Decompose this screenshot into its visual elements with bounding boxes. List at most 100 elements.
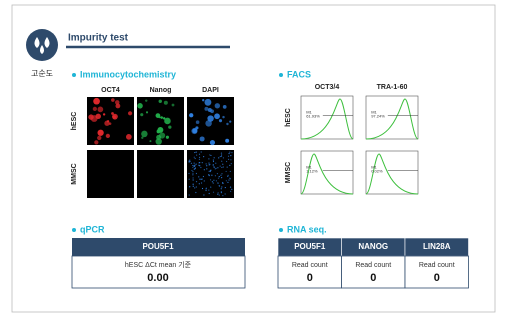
cell <box>221 177 223 179</box>
cell <box>193 162 195 164</box>
cell <box>93 97 100 105</box>
icon-label: 고순도 <box>31 69 53 78</box>
cell <box>210 186 212 188</box>
gate-percent: 61.93% <box>306 114 320 119</box>
cell <box>145 99 148 102</box>
cell <box>104 120 110 126</box>
cell <box>199 165 201 167</box>
cell <box>149 140 152 143</box>
cell <box>192 174 194 176</box>
cell <box>188 172 190 175</box>
section-title: qPCR <box>80 224 105 234</box>
cell <box>214 168 216 170</box>
cell <box>212 191 215 193</box>
cell <box>209 139 216 146</box>
cell <box>195 191 197 194</box>
row-label: hESC <box>71 112 78 131</box>
table-header-text: LIN28A <box>423 242 451 251</box>
cell <box>160 116 164 119</box>
cell <box>227 155 230 157</box>
cell <box>218 157 220 159</box>
cell <box>222 163 224 165</box>
cell <box>228 152 230 155</box>
column-label: TRA-1-60 <box>377 84 408 91</box>
cell <box>94 140 99 145</box>
gate-name: M1 <box>306 164 312 169</box>
cell <box>225 138 230 143</box>
cell <box>195 151 197 153</box>
cell <box>215 162 217 164</box>
cell <box>195 186 197 188</box>
cell <box>226 166 228 168</box>
cell <box>225 180 227 182</box>
table-sub: Read count <box>292 262 328 269</box>
cell <box>192 173 194 175</box>
cell <box>230 159 232 161</box>
cell <box>157 126 164 133</box>
cell <box>199 178 201 180</box>
histogram-plot <box>365 150 419 195</box>
cell <box>165 135 169 139</box>
row-label: MMSC <box>285 162 292 183</box>
row-label: MMSC <box>71 163 78 184</box>
cell <box>209 179 212 181</box>
cell <box>218 194 220 196</box>
cell <box>97 106 104 113</box>
table-value: 0 <box>370 272 376 284</box>
cell <box>198 164 200 166</box>
cell <box>230 190 232 192</box>
cell <box>210 169 212 171</box>
cell <box>203 180 205 182</box>
section-title: RNA seq. <box>287 224 327 234</box>
cell <box>191 169 193 172</box>
cell <box>222 104 227 109</box>
cell <box>220 191 222 193</box>
cell <box>221 166 223 169</box>
gate-name: M1 <box>371 164 377 169</box>
cell <box>195 163 197 165</box>
cell <box>196 154 198 156</box>
cell <box>192 171 194 173</box>
cell <box>217 192 219 194</box>
cell <box>221 173 223 175</box>
cell <box>218 119 223 123</box>
cell <box>188 161 190 163</box>
cell <box>168 125 172 129</box>
cell <box>215 167 217 169</box>
cell <box>217 193 219 195</box>
cell <box>125 133 132 140</box>
cell <box>219 165 221 167</box>
cell <box>213 166 215 168</box>
cell <box>198 183 200 185</box>
micrograph <box>87 150 134 198</box>
cell <box>195 181 198 183</box>
cell <box>231 188 233 190</box>
table-sub: hESC ΔCt mean 기준 <box>125 260 192 269</box>
cell <box>230 155 232 157</box>
cell <box>208 162 210 164</box>
cell <box>230 163 232 165</box>
cell <box>208 192 210 195</box>
cell <box>192 185 194 187</box>
gate-percent: 1.12% <box>306 169 318 174</box>
cell <box>203 156 205 158</box>
cell <box>224 193 226 195</box>
table-body <box>341 255 406 289</box>
table-header-text: POU5F1 <box>294 242 326 251</box>
cell <box>198 156 201 158</box>
cell <box>218 175 220 178</box>
cell <box>222 195 224 197</box>
cell <box>218 185 221 187</box>
bullet <box>279 73 283 77</box>
table-value: 0 <box>434 272 440 284</box>
cell <box>212 182 214 184</box>
bullet <box>72 73 76 77</box>
cell <box>212 159 214 161</box>
cell <box>198 162 200 164</box>
cell <box>192 166 194 169</box>
cell <box>210 109 214 114</box>
cell <box>155 138 162 145</box>
cell <box>206 165 208 167</box>
cell <box>198 158 201 160</box>
cell <box>162 117 166 120</box>
